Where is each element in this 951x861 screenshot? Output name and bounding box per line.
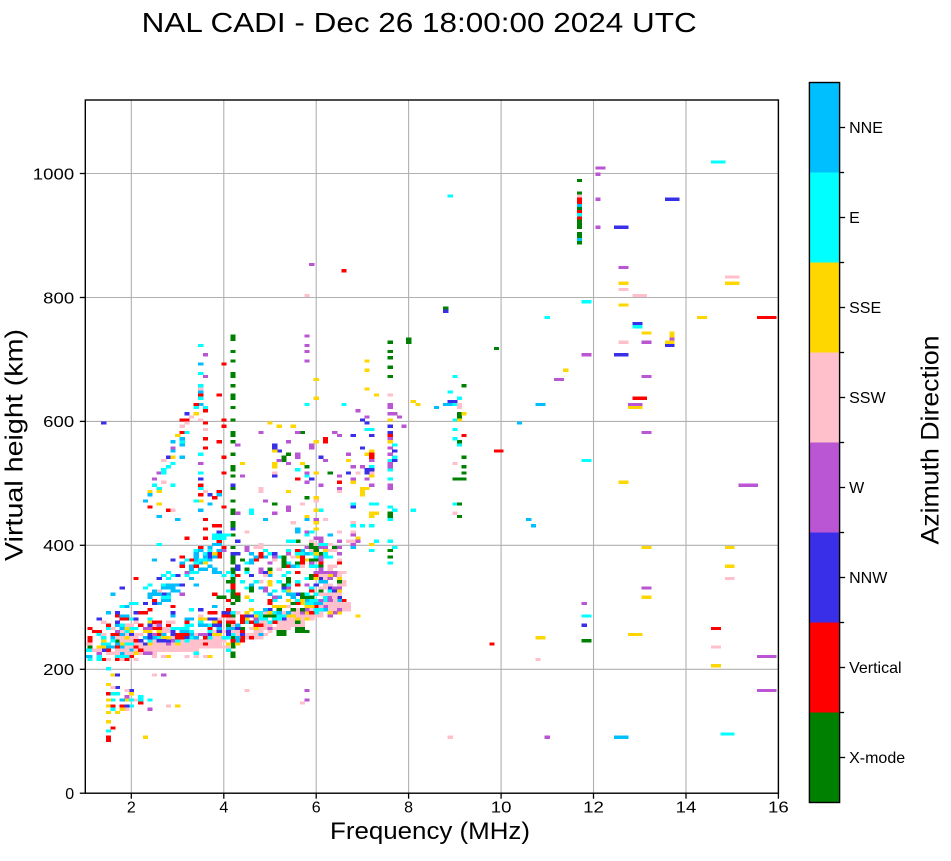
svg-text:NNW: NNW: [849, 570, 888, 587]
svg-text:NAL CADI - Dec 26 18:00:00 202: NAL CADI - Dec 26 18:00:00 2024 UTC: [142, 7, 697, 38]
svg-text:W: W: [849, 480, 865, 497]
svg-text:4: 4: [219, 800, 228, 817]
svg-text:400: 400: [43, 538, 74, 555]
svg-text:Frequency (MHz): Frequency (MHz): [330, 818, 530, 845]
svg-text:800: 800: [43, 290, 74, 307]
svg-text:SSE: SSE: [849, 300, 881, 317]
svg-text:12: 12: [583, 800, 604, 817]
svg-text:14: 14: [676, 800, 697, 817]
svg-text:200: 200: [43, 662, 74, 679]
svg-text:1000: 1000: [33, 166, 75, 183]
svg-text:NNE: NNE: [849, 120, 883, 137]
svg-text:2: 2: [127, 800, 136, 817]
svg-text:SSW: SSW: [849, 390, 886, 407]
svg-text:6: 6: [312, 800, 321, 817]
svg-text:10: 10: [491, 800, 512, 817]
svg-text:8: 8: [404, 800, 413, 817]
svg-text:E: E: [849, 210, 860, 227]
svg-text:Azimuth Direction: Azimuth Direction: [917, 336, 945, 545]
svg-text:Vertical: Vertical: [849, 660, 901, 677]
svg-text:16: 16: [768, 800, 789, 817]
svg-text:0: 0: [65, 786, 74, 803]
svg-text:X-mode: X-mode: [849, 750, 905, 767]
svg-text:Virtual height (km): Virtual height (km): [0, 329, 28, 561]
svg-text:600: 600: [43, 414, 74, 431]
